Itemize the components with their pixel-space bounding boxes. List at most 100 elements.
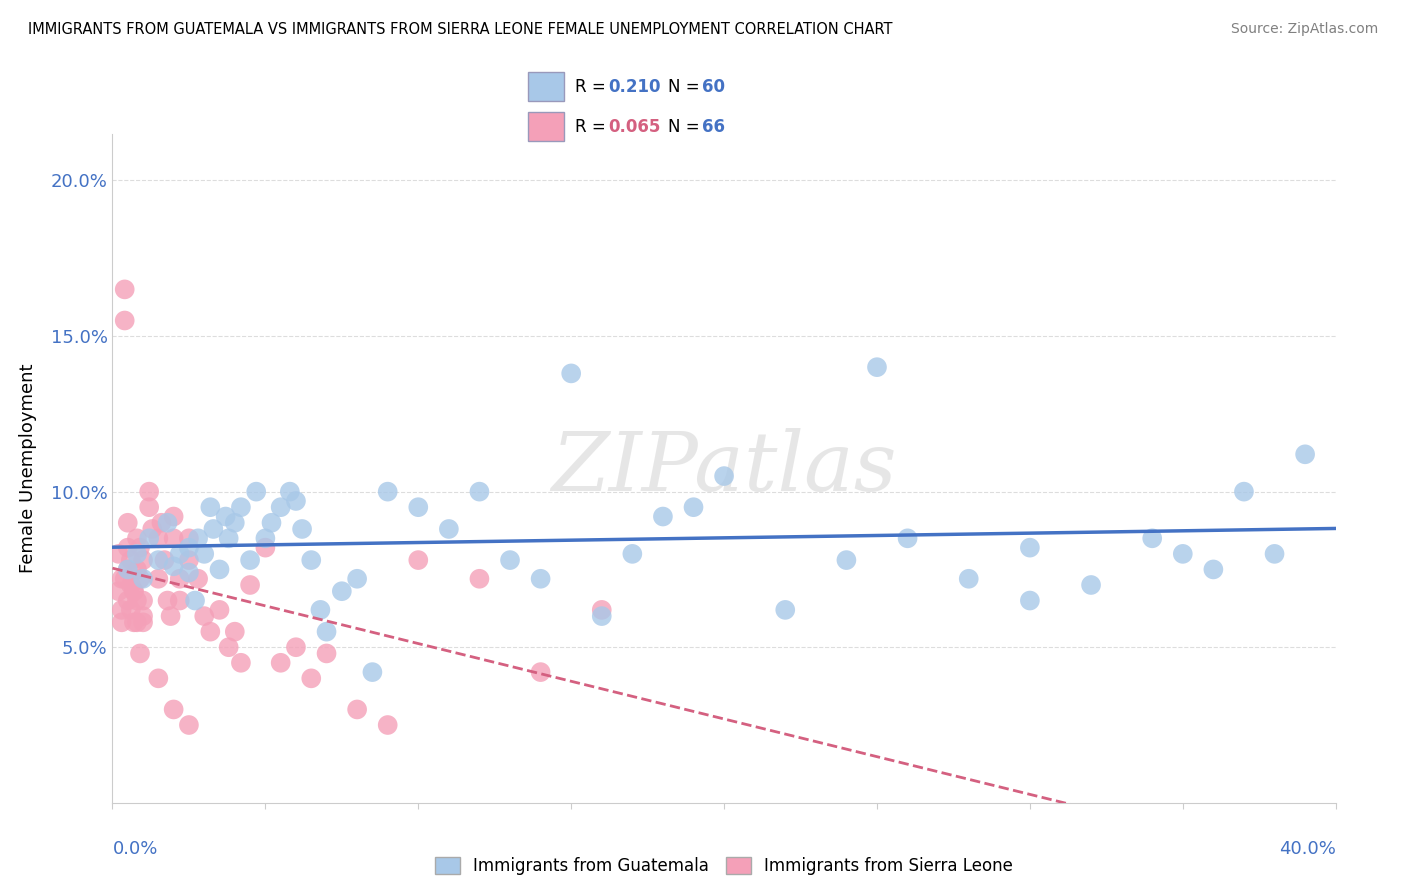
Point	[153, 553, 176, 567]
Point	[713, 469, 735, 483]
Point	[621, 547, 644, 561]
Text: 0.0%: 0.0%	[112, 839, 157, 857]
Point	[1233, 484, 1256, 499]
Point	[177, 566, 200, 580]
Point	[163, 559, 186, 574]
Point	[200, 500, 222, 515]
Point	[254, 531, 277, 545]
Point	[1171, 547, 1194, 561]
Text: IMMIGRANTS FROM GUATEMALA VS IMMIGRANTS FROM SIERRA LEONE FEMALE UNEMPLOYMENT CO: IMMIGRANTS FROM GUATEMALA VS IMMIGRANTS …	[28, 22, 893, 37]
Point	[1264, 547, 1286, 561]
Point	[682, 500, 704, 515]
Text: 60: 60	[702, 78, 725, 95]
Text: N =: N =	[668, 78, 706, 95]
Text: 0.065: 0.065	[609, 118, 661, 136]
Point	[169, 547, 191, 561]
Point	[254, 541, 277, 555]
Point	[125, 593, 148, 607]
Point	[187, 531, 209, 545]
Point	[125, 547, 148, 561]
Point	[897, 531, 920, 545]
Point	[120, 578, 142, 592]
Point	[117, 516, 139, 530]
Point	[193, 547, 215, 561]
Point	[148, 671, 170, 685]
Point	[148, 553, 170, 567]
Point	[111, 572, 134, 586]
Point	[957, 572, 980, 586]
Legend: Immigrants from Guatemala, Immigrants from Sierra Leone: Immigrants from Guatemala, Immigrants fr…	[429, 850, 1019, 881]
Point	[1080, 578, 1102, 592]
Point	[120, 553, 142, 567]
Text: ZIPatlas: ZIPatlas	[551, 428, 897, 508]
Point	[835, 553, 858, 567]
Point	[408, 500, 430, 515]
Point	[1018, 541, 1040, 555]
Point	[132, 609, 155, 624]
Point	[330, 584, 353, 599]
Point	[245, 484, 267, 499]
Text: R =: R =	[575, 78, 610, 95]
Point	[141, 522, 163, 536]
Point	[114, 282, 136, 296]
Text: 66: 66	[702, 118, 725, 136]
Point	[437, 522, 460, 536]
Point	[239, 553, 262, 567]
Point	[184, 593, 207, 607]
Point	[114, 572, 136, 586]
Point	[177, 541, 200, 555]
Point	[177, 718, 200, 732]
Point	[202, 522, 225, 536]
Point	[125, 531, 148, 545]
Point	[129, 647, 152, 661]
Point	[591, 609, 613, 624]
Point	[132, 553, 155, 567]
Point	[1294, 447, 1316, 461]
Point	[530, 572, 553, 586]
Point	[278, 484, 301, 499]
Point	[224, 624, 246, 639]
Point	[239, 578, 262, 592]
Point	[187, 572, 209, 586]
Point	[177, 553, 200, 567]
Point	[117, 562, 139, 576]
Point	[132, 615, 155, 630]
Point	[284, 640, 308, 655]
Text: R =: R =	[575, 118, 610, 136]
Point	[218, 640, 240, 655]
Text: 40.0%: 40.0%	[1279, 839, 1336, 857]
Point	[214, 509, 236, 524]
Point	[560, 367, 582, 381]
Point	[156, 516, 179, 530]
Point	[377, 484, 399, 499]
Point	[299, 671, 322, 685]
Point	[1202, 562, 1225, 576]
Point	[138, 484, 160, 499]
Point	[156, 593, 179, 607]
Point	[177, 531, 200, 545]
Point	[346, 572, 368, 586]
Point	[107, 584, 129, 599]
Point	[122, 584, 145, 599]
Point	[291, 522, 314, 536]
Point	[193, 609, 215, 624]
Point	[377, 718, 399, 732]
Point	[114, 313, 136, 327]
Point	[163, 531, 186, 545]
Point	[169, 593, 191, 607]
Text: 0.210: 0.210	[609, 78, 661, 95]
Point	[1018, 593, 1040, 607]
Point	[148, 572, 170, 586]
Point	[129, 541, 152, 555]
Point	[408, 553, 430, 567]
Point	[361, 665, 384, 679]
Point	[315, 647, 337, 661]
Point	[132, 572, 155, 586]
Point	[122, 584, 145, 599]
Point	[159, 609, 181, 624]
Point	[169, 572, 191, 586]
Point	[270, 500, 292, 515]
Point	[125, 562, 148, 576]
Point	[591, 603, 613, 617]
Point	[208, 603, 231, 617]
